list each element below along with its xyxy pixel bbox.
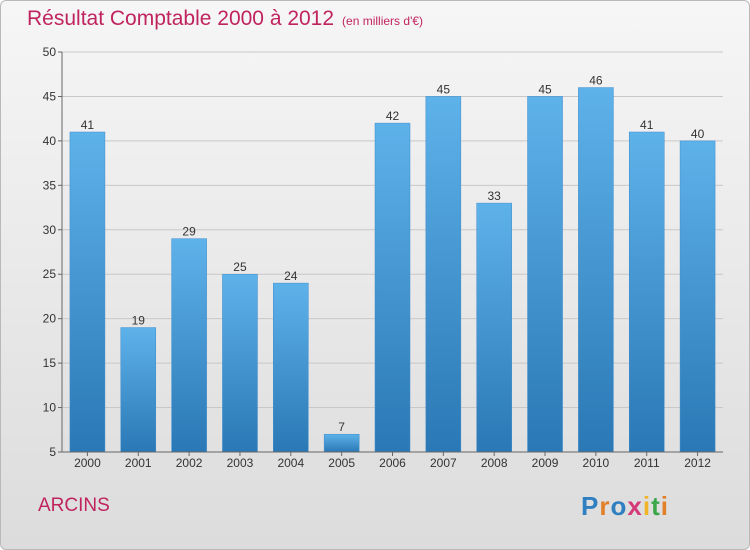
y-tick-label: 40: [43, 134, 57, 148]
chart-subtitle: (en milliers d'€): [342, 14, 424, 28]
bar: [476, 202, 512, 453]
x-tick-label: 2006: [379, 456, 406, 470]
x-tick-label: 2008: [481, 456, 508, 470]
axes: [58, 51, 723, 456]
y-tick-label: 5: [49, 445, 56, 459]
logo-letter: t: [651, 491, 661, 521]
y-tick-label: 20: [43, 312, 57, 326]
bar-value-label: 19: [132, 314, 146, 328]
y-tick-label: 30: [43, 223, 57, 237]
bar: [323, 433, 360, 453]
bar-value-label: 46: [589, 74, 603, 88]
bar: [578, 87, 614, 453]
proxiti-logo[interactable]: Proxiti: [581, 491, 669, 522]
y-tick-label: 10: [43, 401, 57, 415]
bar: [120, 327, 157, 453]
y-tick-label: 45: [43, 89, 57, 103]
logo-letter: r: [599, 491, 611, 521]
y-tick-label: 35: [43, 178, 57, 192]
bar: [171, 238, 207, 453]
y-tick-label: 50: [43, 45, 57, 59]
logo-letter: P: [581, 491, 600, 521]
bar-value-label: 33: [488, 189, 502, 203]
x-tick-label: 2009: [532, 456, 559, 470]
x-tick-label: 2003: [227, 456, 254, 470]
x-tick-label: 2005: [328, 456, 355, 470]
bar-value-label: 24: [284, 269, 298, 283]
commune-name: ARCINS: [38, 495, 110, 516]
logo-letter: i: [642, 491, 652, 521]
logo-letter: o: [610, 491, 628, 521]
labels: 5 10 15 20 25 30 35 40 45 50 41 2000 19 2001 29 2002 25 2…: [43, 45, 712, 470]
bar: [628, 131, 665, 453]
x-tick-label: 2011: [634, 456, 660, 470]
chart-title: Résultat Comptable 2000 à 2012 (en millie…: [27, 7, 423, 31]
x-tick-label: 2001: [125, 456, 152, 470]
bar: [527, 96, 563, 453]
bar-value-label: 7: [338, 420, 345, 434]
bar-value-label: 40: [691, 127, 705, 141]
y-tick-label: 15: [43, 356, 57, 370]
bar-value-label: 45: [538, 82, 552, 96]
bar: [425, 96, 462, 453]
x-tick-label: 2000: [74, 456, 101, 470]
bar-value-label: 41: [640, 118, 654, 132]
bar-value-label: 25: [233, 260, 247, 274]
x-tick-label: 2012: [684, 456, 711, 470]
y-tick-label: 25: [43, 267, 57, 281]
chart-title-text: Résultat Comptable 2000 à 2012: [27, 7, 335, 30]
bar: [374, 122, 411, 453]
bar: [222, 273, 258, 453]
bar-value-label: 29: [182, 225, 196, 239]
logo-letter: i: [660, 491, 669, 521]
bar-value-label: 41: [81, 118, 95, 132]
bar-value-label: 42: [386, 109, 400, 123]
x-tick-label: 2002: [176, 456, 203, 470]
logo-letter: x: [627, 491, 643, 521]
bars: [69, 87, 716, 453]
bar: [679, 140, 716, 453]
bar: [69, 131, 106, 453]
x-tick-label: 2010: [583, 456, 610, 470]
bar: [273, 282, 309, 453]
bar-value-label: 45: [437, 82, 451, 96]
x-tick-label: 2007: [430, 456, 457, 470]
x-tick-label: 2004: [277, 456, 304, 470]
